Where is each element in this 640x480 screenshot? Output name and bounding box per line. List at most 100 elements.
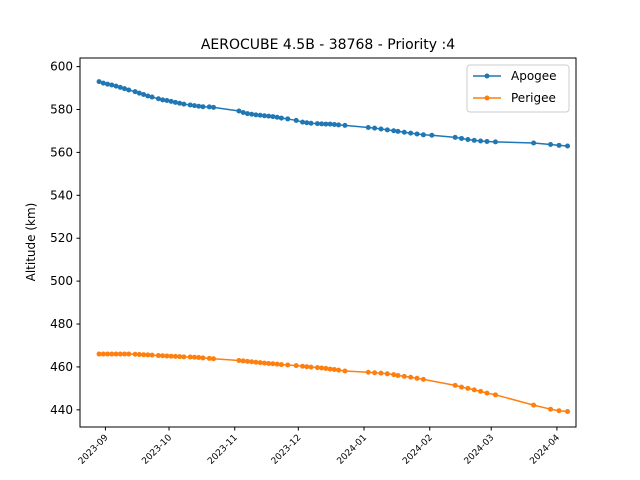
apogee-point xyxy=(429,132,435,138)
apogee-point xyxy=(484,138,490,144)
apogee-point xyxy=(401,129,407,135)
apogee-point xyxy=(452,134,458,140)
apogee-point xyxy=(391,128,397,134)
x-tick-label: 2024-04 xyxy=(528,433,562,467)
perigee-point xyxy=(420,376,426,382)
apogee-point xyxy=(200,104,206,110)
apogee-point xyxy=(191,103,197,109)
perigee-point xyxy=(240,358,246,364)
perigee-point xyxy=(308,364,314,370)
apogee-point xyxy=(155,96,161,102)
perigee-point xyxy=(172,353,178,359)
perigee-point xyxy=(408,374,414,380)
perigee-point xyxy=(414,375,420,381)
apogee-point xyxy=(132,89,138,95)
legend-marker-perigee xyxy=(484,95,490,101)
apogee-point xyxy=(177,100,183,106)
apogee-point xyxy=(253,112,259,118)
apogee-point xyxy=(342,122,348,128)
x-tick-label: 2023-09 xyxy=(77,433,111,467)
apogee-point xyxy=(300,119,306,125)
perigee-point xyxy=(160,353,166,359)
apogee-point xyxy=(285,116,291,122)
apogee-point xyxy=(270,114,276,120)
perigee-point xyxy=(177,354,183,360)
y-tick-label: 560 xyxy=(50,145,73,159)
apogee-point xyxy=(196,103,202,109)
apogee-point xyxy=(240,109,246,115)
y-axis: 440 460 480 500 520 540 560 580 600 xyxy=(50,60,80,417)
apogee-point xyxy=(278,115,284,121)
perigee-point xyxy=(459,384,465,390)
apogee-point xyxy=(136,90,142,96)
apogee-point xyxy=(414,131,420,137)
x-tick-label: 2023-10 xyxy=(140,433,174,467)
apogee-point xyxy=(211,104,217,110)
perigee-point xyxy=(253,359,259,365)
apogee-point xyxy=(531,140,537,146)
apogee-point xyxy=(327,121,333,127)
perigee-point xyxy=(401,373,407,379)
perigee-point xyxy=(244,358,250,364)
perigee-point xyxy=(304,364,310,370)
apogee-point xyxy=(323,121,329,127)
y-axis-label: Altitude (km) xyxy=(24,203,38,282)
y-tick-label: 600 xyxy=(50,60,73,74)
apogee-point xyxy=(565,143,571,149)
apogee-point xyxy=(257,112,263,118)
apogee-point xyxy=(395,128,401,134)
apogee-point xyxy=(164,97,170,103)
perigee-point xyxy=(531,402,537,408)
perigee-point xyxy=(556,408,562,414)
apogee-point xyxy=(145,93,151,99)
plot-area xyxy=(79,57,577,428)
perigee-point xyxy=(257,360,263,366)
perigee-line xyxy=(99,353,568,413)
apogee-point xyxy=(122,86,128,92)
perigee-point xyxy=(484,390,490,396)
perigee-point xyxy=(266,360,272,366)
perigee-point xyxy=(314,365,320,371)
y-tick-label: 520 xyxy=(50,231,73,245)
apogee-point xyxy=(261,113,267,119)
perigee-point xyxy=(372,370,378,376)
perigee-point xyxy=(548,406,554,412)
apogee-point xyxy=(149,94,155,100)
perigee-point xyxy=(206,355,212,361)
apogee-point xyxy=(314,121,320,127)
apogee-point xyxy=(168,98,174,104)
apogee-point xyxy=(141,91,147,97)
series-layer xyxy=(96,79,571,415)
perigee-point xyxy=(236,357,242,363)
perigee-point xyxy=(319,365,325,371)
legend: Apogee Perigee xyxy=(466,64,570,113)
perigee-point xyxy=(132,351,138,357)
apogee-point xyxy=(109,82,115,88)
apogee-point xyxy=(308,120,314,126)
apogee-point xyxy=(384,127,390,133)
perigee-point xyxy=(122,351,128,357)
apogee-point xyxy=(408,130,414,136)
perigee-point xyxy=(113,351,119,357)
perigee-point xyxy=(96,351,102,357)
perigee-point xyxy=(191,354,197,360)
perigee-point xyxy=(336,367,342,373)
perigee-point xyxy=(395,373,401,379)
perigee-point xyxy=(141,352,147,358)
apogee-point xyxy=(319,121,325,127)
x-tick-label: 2023-11 xyxy=(206,433,240,467)
apogee-point xyxy=(249,111,255,117)
perigee-point xyxy=(105,351,111,357)
y-tick-label: 440 xyxy=(50,403,73,417)
legend-marker-apogee xyxy=(484,73,490,79)
y-tick-label: 480 xyxy=(50,317,73,331)
perigee-point xyxy=(293,363,299,369)
perigee-point xyxy=(261,360,267,366)
perigee-point xyxy=(342,368,348,374)
apogee-point xyxy=(459,135,465,141)
perigee-point xyxy=(145,352,151,358)
legend-label-apogee: Apogee xyxy=(511,69,557,83)
perigee-point xyxy=(196,354,202,360)
apogee-point xyxy=(187,102,193,108)
perigee-point xyxy=(300,363,306,369)
